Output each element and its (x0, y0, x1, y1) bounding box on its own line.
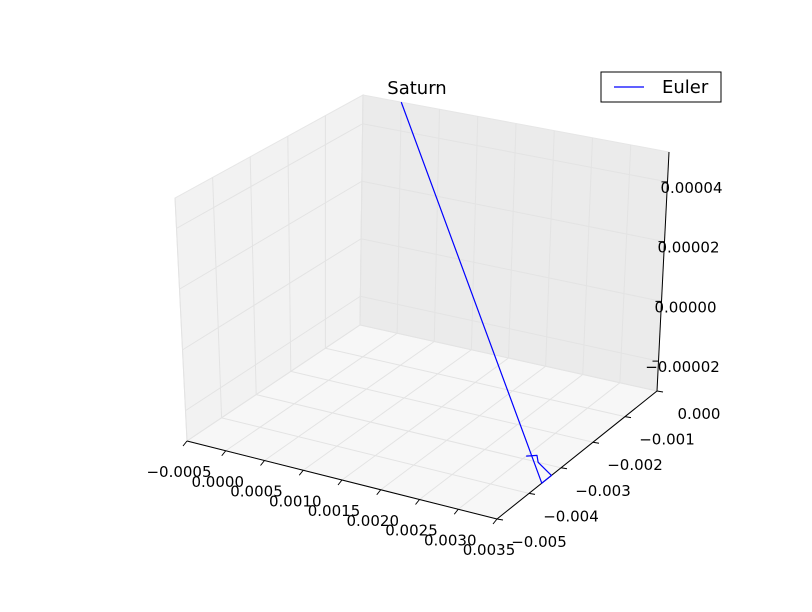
y-axis-line (496, 390, 658, 520)
grid-line-y (359, 94, 658, 392)
z-tick-label: 0.00004 (660, 179, 722, 197)
x-tick-mark (221, 450, 227, 457)
y-tick-mark (592, 441, 600, 444)
grid-line-y (212, 177, 530, 494)
y-tick-label: −0.005 (511, 533, 567, 551)
y-tick-label: −0.001 (639, 431, 695, 449)
x-tick-label: 0.0035 (463, 541, 516, 559)
x-tick-mark (298, 469, 304, 476)
y-tick-label: −0.004 (543, 507, 599, 525)
series-layer (400, 101, 553, 484)
grid-line-z (176, 123, 668, 229)
x-tick-label: 0.0015 (308, 502, 361, 520)
x-tick-label: 0.0020 (347, 512, 400, 530)
x-tick-mark (415, 499, 420, 505)
z-axis-line (656, 151, 670, 392)
z-tick-label: −0.00002 (645, 358, 720, 376)
legend: Euler (600, 71, 722, 103)
series-line-euler (400, 101, 553, 484)
y-tick-mark (624, 416, 632, 419)
x-tick-label: 0.0030 (424, 531, 477, 549)
grid-line-z (182, 238, 662, 351)
grid-line-z (179, 180, 665, 290)
x-tick-mark (453, 508, 459, 515)
x-tick-label: 0.0000 (192, 473, 245, 491)
x-tick-label: −0.0005 (146, 463, 211, 481)
tick-labels: −0.00050.00000.00050.00100.00150.00200.0… (146, 179, 722, 559)
x-tick-label: 0.0010 (269, 492, 322, 510)
y-tick-mark (560, 467, 568, 470)
grid-line-y (324, 115, 626, 418)
y-tick-label: −0.003 (575, 482, 631, 500)
y-tick-mark (528, 492, 536, 495)
chart-title: Saturn (387, 78, 446, 99)
x-tick-mark (376, 489, 382, 496)
x-tick-mark (182, 440, 188, 447)
y-tick-label: −0.002 (607, 456, 663, 474)
z-tick-label: 0.00000 (654, 298, 716, 316)
x-tick-mark (492, 518, 498, 525)
grid-line-z (185, 295, 659, 412)
x-tick-label: 0.0005 (230, 483, 283, 501)
x-tick-label: 0.0025 (385, 522, 438, 540)
y-tick-mark (496, 518, 504, 521)
grid-line-y (249, 156, 562, 469)
y-tick-mark (656, 390, 664, 393)
legend-label-euler: Euler (662, 77, 709, 98)
grid-line-y (287, 136, 594, 443)
y-tick-label: 0.000 (678, 405, 721, 423)
x-tick-mark (260, 460, 265, 466)
z-tick-label: 0.00002 (657, 239, 719, 257)
x-tick-mark (337, 479, 343, 486)
